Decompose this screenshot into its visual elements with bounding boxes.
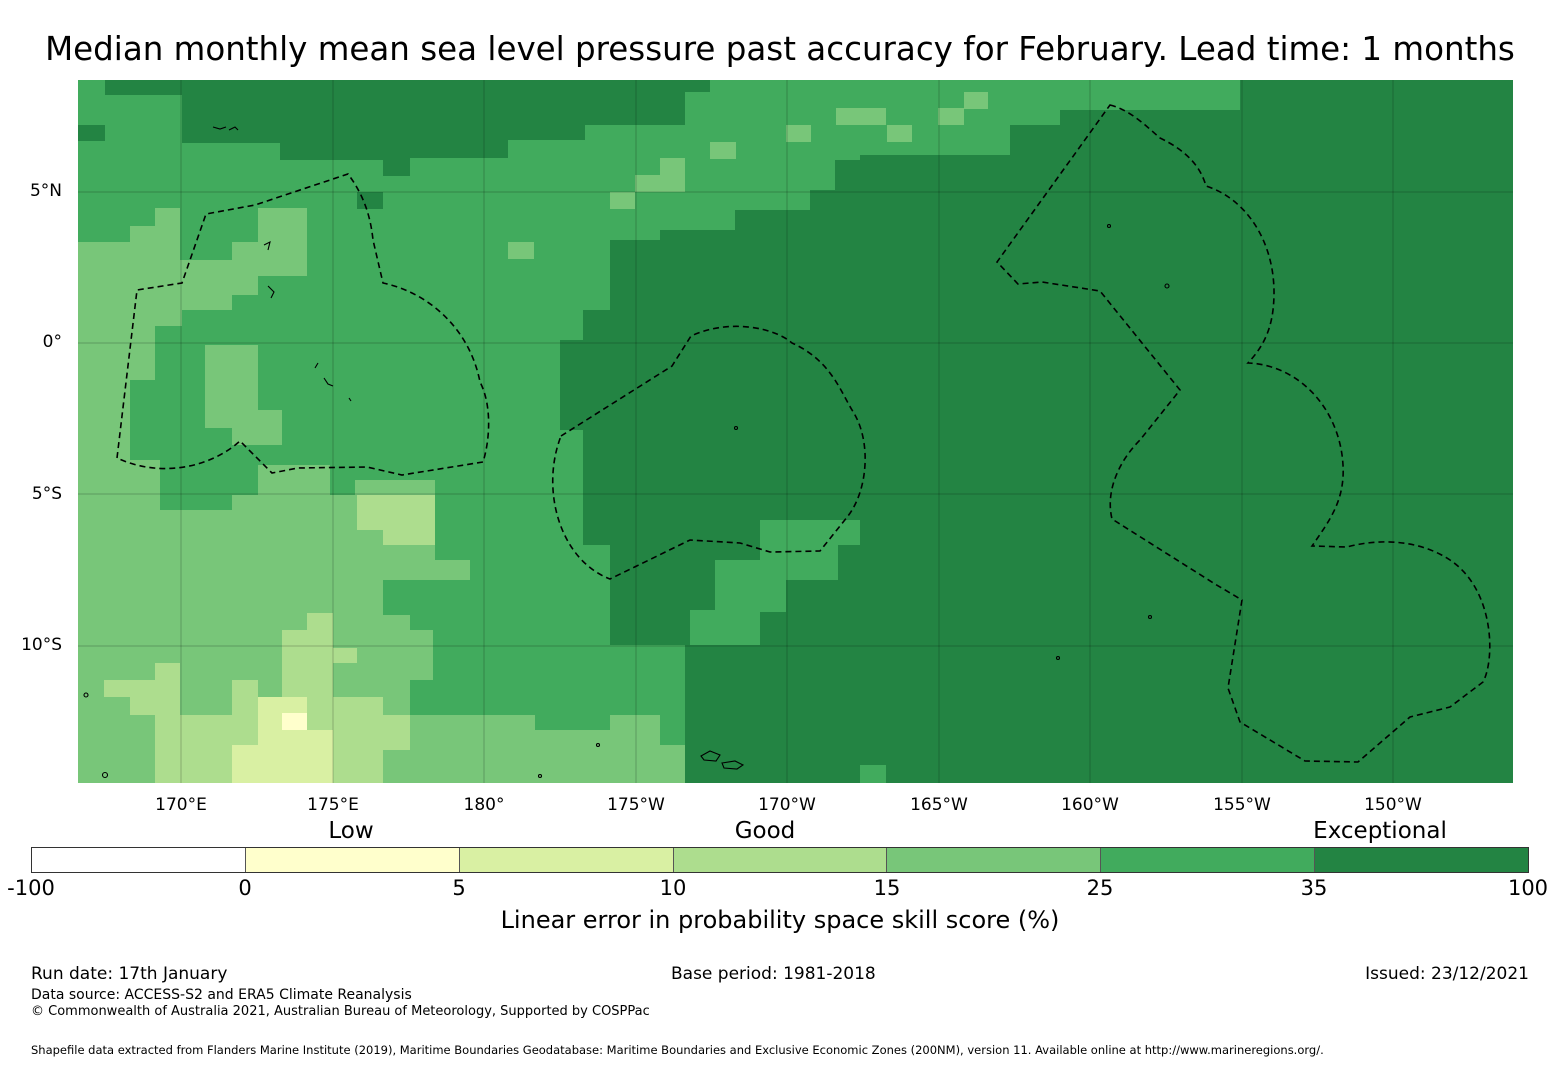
base-period: Base period: 1981-2018 — [671, 964, 876, 984]
zone-low — [282, 713, 307, 730]
skill-zones — [78, 80, 1513, 783]
zone-fair-sw — [232, 697, 333, 783]
category-exceptional: Exceptional — [1313, 818, 1447, 844]
lon-label: 160°W — [1061, 795, 1119, 815]
colorbar — [31, 847, 1529, 873]
zone-good-center — [205, 345, 282, 445]
zone-moderate-center — [357, 495, 435, 545]
category-low: Low — [328, 818, 374, 844]
copyright: © Commonwealth of Australia 2021, Austra… — [31, 1004, 650, 1019]
lon-label: 170°W — [758, 795, 816, 815]
colorbar-tick: 35 — [1300, 876, 1328, 900]
lat-label: 5°N — [29, 181, 62, 201]
eez-tokelau-samoa — [551, 325, 866, 580]
colorbar-tick: 10 — [659, 876, 687, 900]
skill-map — [78, 80, 1513, 783]
colorbar-segment — [245, 848, 460, 872]
eez-boundaries — [116, 104, 1491, 763]
colorbar-label: Linear error in probability space skill … — [500, 906, 1060, 934]
zone-exceptional-north — [105, 80, 710, 176]
lon-label: 170°E — [155, 795, 207, 815]
lat-label: 0° — [42, 332, 62, 352]
lon-label: 180° — [463, 795, 505, 815]
colorbar-tick: 5 — [452, 876, 466, 900]
category-good: Good — [734, 818, 796, 844]
lon-label: 155°W — [1213, 795, 1271, 815]
zone-exceptional-nw — [78, 125, 105, 141]
zone-exceptional-east — [685, 80, 1513, 783]
colorbar-tick: 25 — [1086, 876, 1114, 900]
lon-label: 175°E — [307, 795, 359, 815]
colorbar-tick: -100 — [7, 876, 55, 900]
colorbar-segment — [887, 848, 1102, 872]
lat-label: 5°S — [31, 484, 62, 504]
colorbar-segment — [1315, 848, 1529, 872]
colorbar-segment — [459, 848, 674, 872]
colorbar-tick: 0 — [238, 876, 252, 900]
issued-date: Issued: 23/12/2021 — [1365, 964, 1529, 984]
lon-label: 150°W — [1364, 795, 1422, 815]
shapefile-credit: Shapefile data extracted from Flanders M… — [31, 1043, 1324, 1057]
eez-tuvalu — [116, 173, 490, 476]
lon-label: 165°W — [910, 795, 968, 815]
zone-exceptional-ne — [1340, 80, 1513, 125]
lon-label: 175°W — [607, 795, 665, 815]
run-date: Run date: 17th January — [31, 964, 228, 984]
lat-label: 10°S — [21, 635, 62, 655]
data-source: Data source: ACCESS-S2 and ERA5 Climate … — [31, 987, 412, 1003]
graticule — [78, 80, 1513, 783]
zone-exceptional-mid — [560, 210, 810, 645]
colorbar-segment — [1101, 848, 1316, 872]
colorbar-tick: 15 — [873, 876, 901, 900]
colorbar-tick: 100 — [1507, 876, 1549, 900]
colorbar-segment — [673, 848, 888, 872]
chart-title: Median monthly mean sea level pressure p… — [45, 30, 1515, 68]
zone-moderate-sw — [104, 613, 410, 783]
colorbar-segment — [32, 848, 246, 872]
coastlines — [83, 126, 1170, 779]
